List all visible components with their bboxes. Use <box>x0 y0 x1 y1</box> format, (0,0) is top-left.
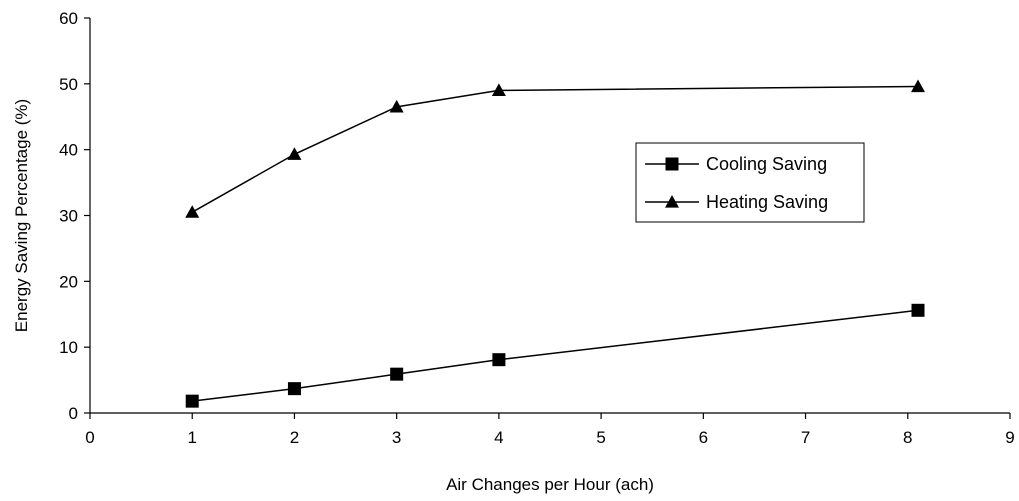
legend-box <box>635 142 865 223</box>
y-tick-label: 20 <box>59 272 78 291</box>
y-tick-label: 40 <box>59 141 78 160</box>
data-point-square <box>492 353 506 367</box>
x-tick-label: 4 <box>494 428 503 447</box>
series-triangle <box>185 79 925 218</box>
data-point-square <box>185 394 199 408</box>
y-tick-label: 60 <box>59 9 78 28</box>
data-point-square <box>911 303 925 317</box>
x-axis-title: Air Changes per Hour (ach) <box>446 475 654 494</box>
data-point-triangle <box>389 99 404 113</box>
x-axis-ticks: 0 1 2 3 4 5 6 7 8 9 <box>85 413 1015 447</box>
legend-label-cooling: Cooling Saving <box>706 154 827 174</box>
series-line <box>192 309 919 402</box>
x-tick-label: 9 <box>1005 428 1014 447</box>
data-point-triangle <box>911 79 925 93</box>
y-tick-label: 50 <box>59 75 78 94</box>
legend: Cooling Saving Heating Saving <box>635 142 865 223</box>
x-tick-label: 3 <box>392 428 401 447</box>
x-tick-label: 0 <box>85 428 94 447</box>
series-square <box>185 303 925 408</box>
series-layer <box>185 79 925 408</box>
y-tick-label: 0 <box>69 404 78 423</box>
data-point-square <box>390 367 404 381</box>
legend-item-cooling: Cooling Saving <box>645 154 827 174</box>
x-tick-label: 7 <box>801 428 810 447</box>
y-tick-label: 30 <box>59 207 78 226</box>
legend-label-heating: Heating Saving <box>706 192 828 212</box>
data-point-triangle <box>287 147 302 160</box>
data-point-square <box>287 382 301 396</box>
y-tick-label: 10 <box>59 338 78 357</box>
x-tick-label: 6 <box>699 428 708 447</box>
x-tick-label: 8 <box>903 428 912 447</box>
x-tick-label: 1 <box>187 428 196 447</box>
legend-item-heating: Heating Saving <box>645 192 828 212</box>
legend-marker-triangle <box>665 195 679 208</box>
legend-marker-square <box>665 157 679 171</box>
x-tick-label: 5 <box>596 428 605 447</box>
y-axis-ticks: 0 10 20 30 40 50 60 <box>59 9 90 423</box>
data-point-triangle <box>491 83 506 97</box>
data-point-triangle <box>185 205 200 218</box>
x-tick-label: 2 <box>290 428 299 447</box>
y-axis-title: Energy Saving Percentage (%) <box>12 99 31 332</box>
